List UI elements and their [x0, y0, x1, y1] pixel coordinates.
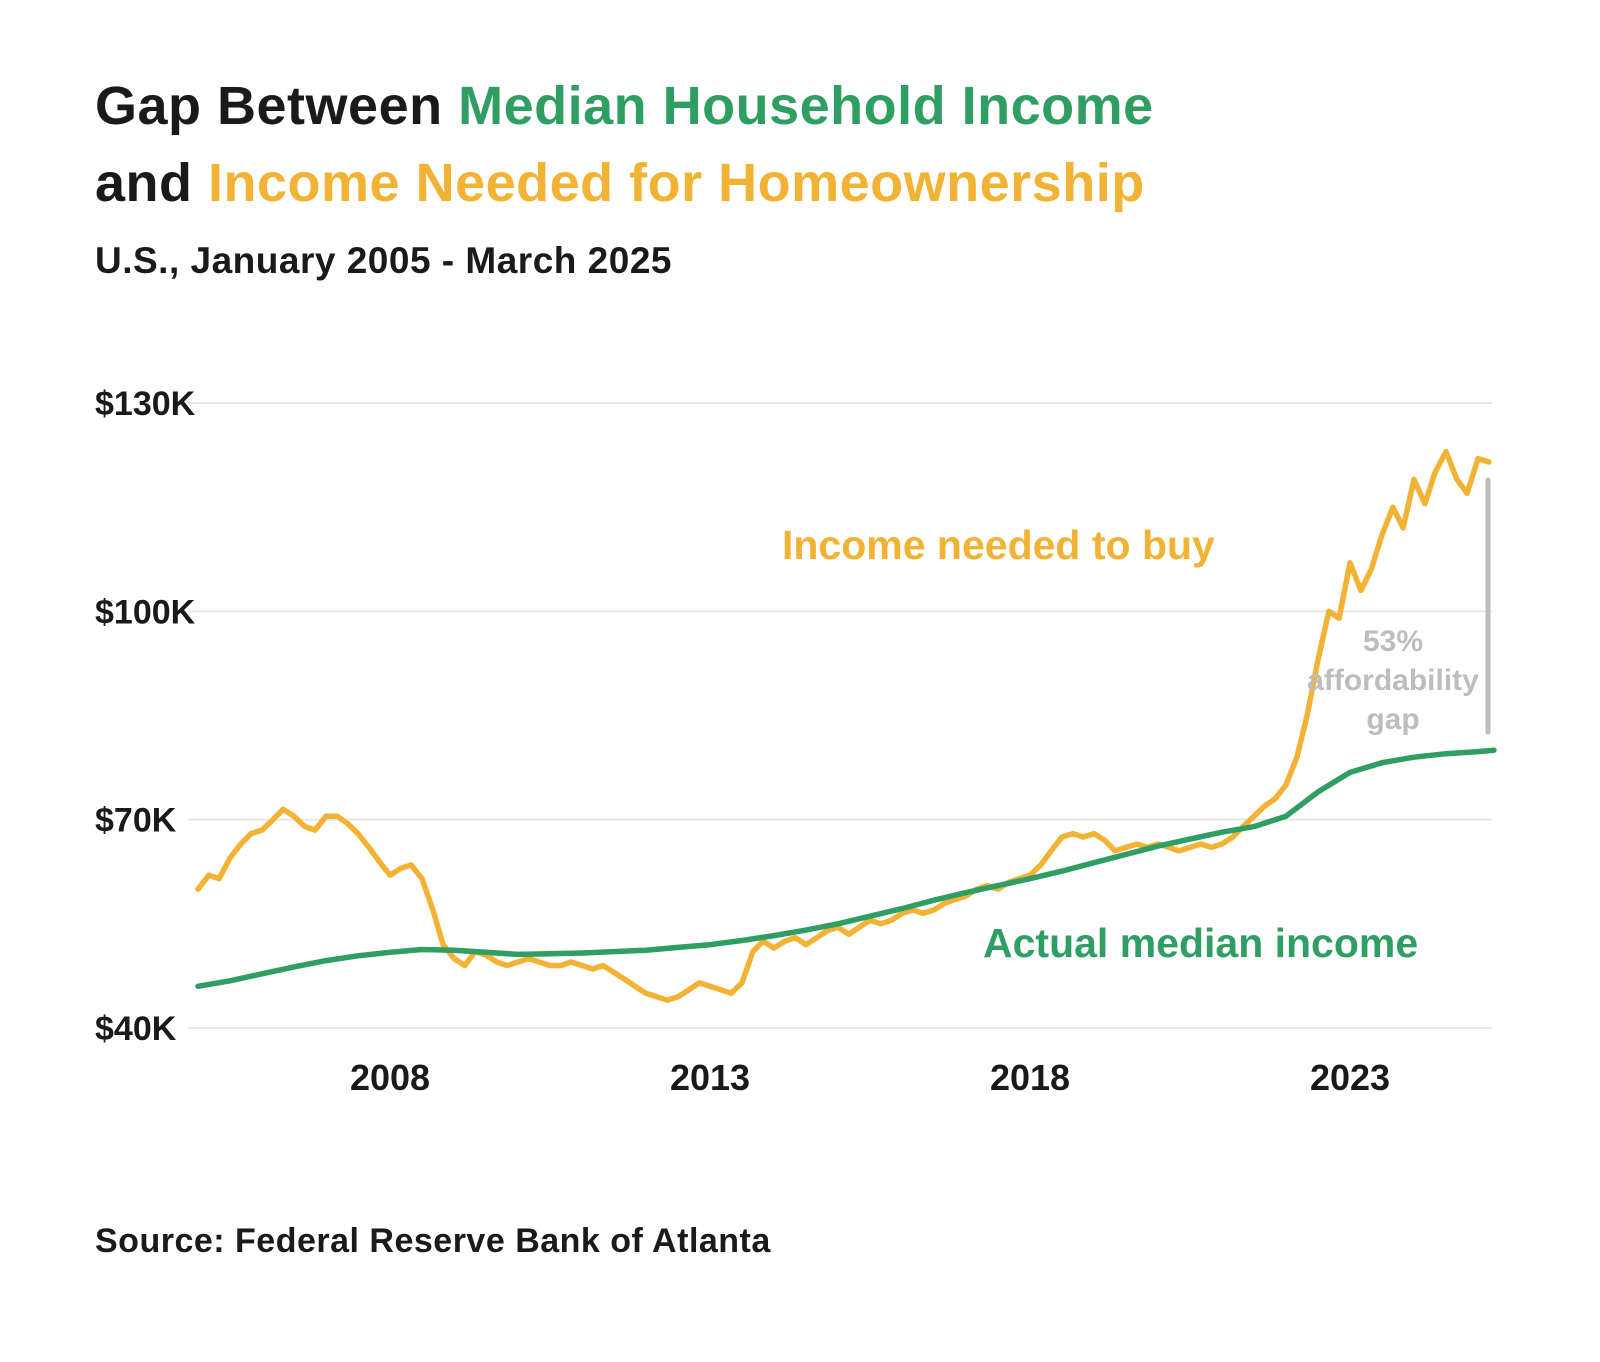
- gap-annotation-label: 53% affordability gap: [1307, 625, 1479, 736]
- x-tick-label: 2018: [990, 1057, 1070, 1098]
- y-tick-label: $40K: [95, 1010, 177, 1048]
- series-line-green: [195, 747, 1497, 990]
- title-part-yellow: Income Needed for Homeownership: [208, 152, 1145, 213]
- title-part-green: Median Household Income: [458, 76, 1154, 136]
- title-line-2: and Income Needed for Homeownership: [95, 145, 1154, 222]
- x-tick-label: 2008: [350, 1057, 430, 1098]
- x-tick-label: 2023: [1310, 1057, 1390, 1098]
- source-credit: Source: Federal Reserve Bank of Atlanta: [95, 1222, 771, 1260]
- y-tick-label: $70K: [95, 802, 177, 840]
- title-part-black-1: Gap Between: [95, 76, 459, 136]
- page-title: Gap Between Median Household Income and …: [95, 68, 1154, 221]
- series-label-actual-median: Actual median income: [983, 920, 1419, 966]
- title-part-black-2: and: [95, 152, 209, 213]
- series-line-yellow: [195, 448, 1492, 1003]
- y-tick-label: $100K: [95, 593, 196, 631]
- series-label-income-needed: Income needed to buy: [782, 522, 1215, 568]
- title-line-1: Gap Between Median Household Income: [95, 68, 1154, 145]
- y-tick-label: $130K: [95, 385, 196, 423]
- chart-subtitle: U.S., January 2005 - March 2025: [95, 240, 672, 281]
- x-tick-label: 2013: [670, 1057, 750, 1098]
